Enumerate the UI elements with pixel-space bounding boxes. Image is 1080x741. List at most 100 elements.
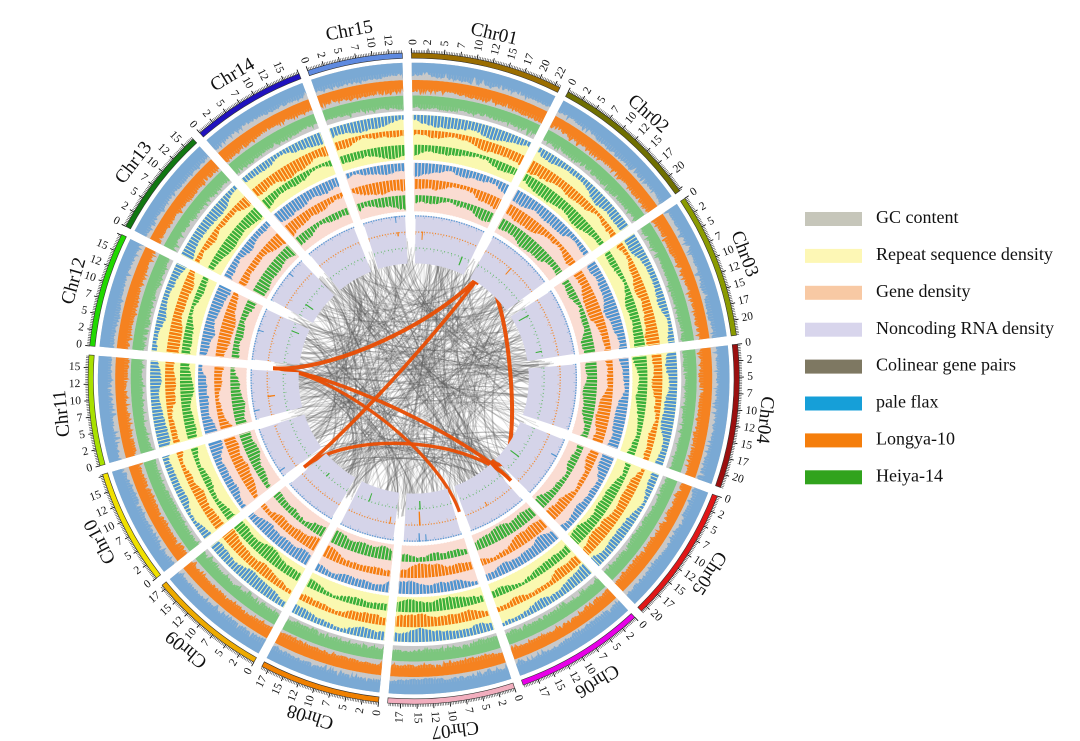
svg-text:7: 7 (320, 699, 333, 708)
svg-text:10: 10 (101, 520, 117, 536)
svg-text:0: 0 (76, 338, 83, 351)
svg-text:2: 2 (716, 509, 726, 522)
svg-text:Gene density: Gene density (876, 281, 970, 301)
svg-text:2: 2 (697, 200, 708, 213)
svg-text:2: 2 (746, 354, 753, 366)
svg-text:10: 10 (581, 661, 597, 677)
svg-text:22: 22 (553, 65, 569, 81)
svg-text:15: 15 (732, 276, 747, 291)
svg-text:2: 2 (119, 200, 130, 213)
svg-text:15: 15 (412, 712, 424, 724)
svg-text:Chr11: Chr11 (49, 389, 75, 438)
svg-text:12: 12 (567, 669, 583, 685)
svg-text:Colinear gene pairs: Colinear gene pairs (876, 355, 1016, 375)
svg-text:17: 17 (393, 711, 405, 723)
svg-text:12: 12 (727, 260, 742, 275)
svg-text:15: 15 (505, 47, 520, 62)
svg-text:15: 15 (69, 361, 81, 373)
svg-text:2: 2 (422, 39, 434, 46)
svg-text:5: 5 (213, 647, 226, 659)
svg-text:2: 2 (581, 85, 594, 96)
svg-text:0: 0 (406, 39, 418, 45)
svg-text:17: 17 (522, 52, 537, 67)
svg-text:12: 12 (489, 42, 504, 56)
svg-text:2: 2 (132, 564, 144, 577)
svg-text:5: 5 (337, 703, 350, 711)
svg-text:10: 10 (83, 269, 98, 284)
svg-text:15: 15 (94, 237, 110, 253)
svg-text:20: 20 (731, 471, 746, 486)
svg-text:5: 5 (747, 371, 753, 383)
svg-text:10: 10 (69, 395, 82, 408)
svg-text:Noncoding RNA density: Noncoding RNA density (876, 318, 1054, 338)
svg-text:10: 10 (302, 694, 317, 709)
svg-text:20: 20 (537, 58, 553, 73)
svg-text:10: 10 (472, 39, 486, 53)
svg-text:2: 2 (77, 321, 85, 334)
svg-text:5: 5 (123, 550, 134, 563)
svg-text:5: 5 (80, 304, 88, 317)
svg-text:17: 17 (736, 455, 750, 470)
svg-text:12: 12 (88, 253, 103, 268)
svg-text:5: 5 (479, 703, 492, 711)
svg-text:0: 0 (371, 709, 384, 716)
svg-text:5: 5 (439, 40, 452, 47)
svg-text:7: 7 (596, 651, 609, 663)
svg-text:12: 12 (286, 688, 301, 703)
svg-text:2: 2 (81, 445, 89, 458)
svg-text:10: 10 (239, 75, 255, 91)
svg-text:7: 7 (114, 535, 125, 548)
svg-text:12: 12 (381, 34, 394, 47)
svg-text:0: 0 (85, 462, 94, 475)
svg-text:5: 5 (331, 47, 344, 56)
svg-text:5: 5 (706, 215, 717, 228)
svg-text:0: 0 (566, 77, 579, 88)
svg-text:20: 20 (741, 310, 755, 324)
svg-text:0: 0 (242, 666, 255, 677)
svg-text:15: 15 (739, 438, 753, 452)
svg-text:0: 0 (723, 493, 733, 506)
svg-text:Heiya-14: Heiya-14 (876, 465, 943, 485)
svg-text:0: 0 (111, 214, 122, 227)
svg-text:10: 10 (721, 243, 736, 259)
svg-text:GC content: GC content (876, 207, 959, 227)
svg-text:7: 7 (747, 388, 754, 400)
svg-text:2: 2 (314, 51, 327, 60)
svg-text:5: 5 (78, 429, 86, 442)
svg-text:12: 12 (255, 67, 271, 83)
svg-text:17: 17 (536, 684, 552, 699)
svg-text:7: 7 (138, 171, 150, 184)
svg-text:7: 7 (714, 230, 724, 243)
svg-text:10: 10 (445, 709, 458, 722)
svg-text:0: 0 (688, 185, 700, 198)
svg-text:12: 12 (743, 421, 756, 435)
svg-text:12: 12 (69, 378, 81, 390)
svg-text:12: 12 (428, 711, 441, 723)
svg-text:0: 0 (298, 56, 311, 66)
svg-text:pale flax: pale flax (876, 392, 938, 412)
svg-text:12: 12 (94, 504, 110, 520)
svg-text:7: 7 (462, 707, 475, 715)
svg-text:15: 15 (270, 681, 286, 697)
svg-text:Longya-10: Longya-10 (876, 429, 955, 449)
svg-text:5: 5 (213, 98, 226, 110)
svg-text:0: 0 (745, 336, 752, 349)
svg-text:2: 2 (495, 699, 508, 708)
svg-text:7: 7 (456, 42, 469, 50)
svg-text:7: 7 (700, 539, 711, 552)
svg-text:7: 7 (348, 44, 361, 52)
svg-text:7: 7 (228, 88, 241, 99)
svg-text:5: 5 (708, 524, 719, 537)
svg-text:7: 7 (84, 288, 93, 301)
svg-text:10: 10 (745, 405, 758, 418)
svg-text:7: 7 (76, 412, 83, 425)
svg-text:15: 15 (551, 677, 567, 693)
svg-text:5: 5 (128, 185, 140, 198)
svg-text:Repeat sequence density: Repeat sequence density (876, 244, 1053, 264)
svg-text:15: 15 (270, 60, 286, 76)
svg-text:10: 10 (364, 36, 377, 49)
svg-text:17: 17 (254, 674, 270, 690)
svg-text:5: 5 (595, 94, 608, 106)
svg-text:0: 0 (512, 694, 525, 703)
svg-text:15: 15 (88, 488, 103, 503)
